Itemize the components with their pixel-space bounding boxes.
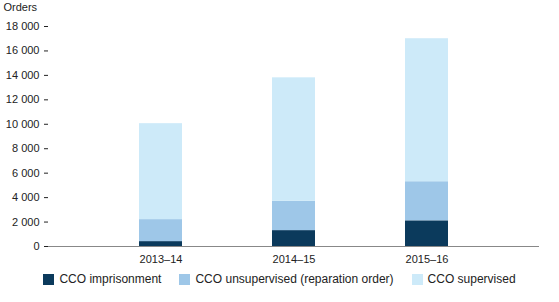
svg-text:0: 0 bbox=[33, 240, 39, 252]
svg-text:2014–15: 2014–15 bbox=[273, 253, 316, 265]
svg-text:14 000: 14 000 bbox=[6, 69, 40, 81]
svg-text:2015–16: 2015–16 bbox=[406, 253, 449, 265]
svg-text:2013–14: 2013–14 bbox=[140, 253, 183, 265]
svg-text:10 000: 10 000 bbox=[6, 118, 40, 130]
html-text:CCO unsupervised (reparation o: CCO unsupervised (reparation order) bbox=[195, 272, 394, 286]
svg-text:12 000: 12 000 bbox=[6, 93, 40, 105]
html-text:CCO supervised: CCO supervised bbox=[427, 272, 516, 286]
svg-text:Orders: Orders bbox=[4, 1, 38, 13]
svg-text:4 000: 4 000 bbox=[12, 191, 40, 203]
svg-text:2 000: 2 000 bbox=[12, 216, 40, 228]
svg-text:8 000: 8 000 bbox=[12, 142, 40, 154]
svg-text:18 000: 18 000 bbox=[6, 20, 40, 32]
svg-text:16 000: 16 000 bbox=[6, 44, 40, 56]
html-text:CCO imprisonment: CCO imprisonment bbox=[59, 272, 162, 286]
svg-text:6 000: 6 000 bbox=[12, 167, 40, 179]
